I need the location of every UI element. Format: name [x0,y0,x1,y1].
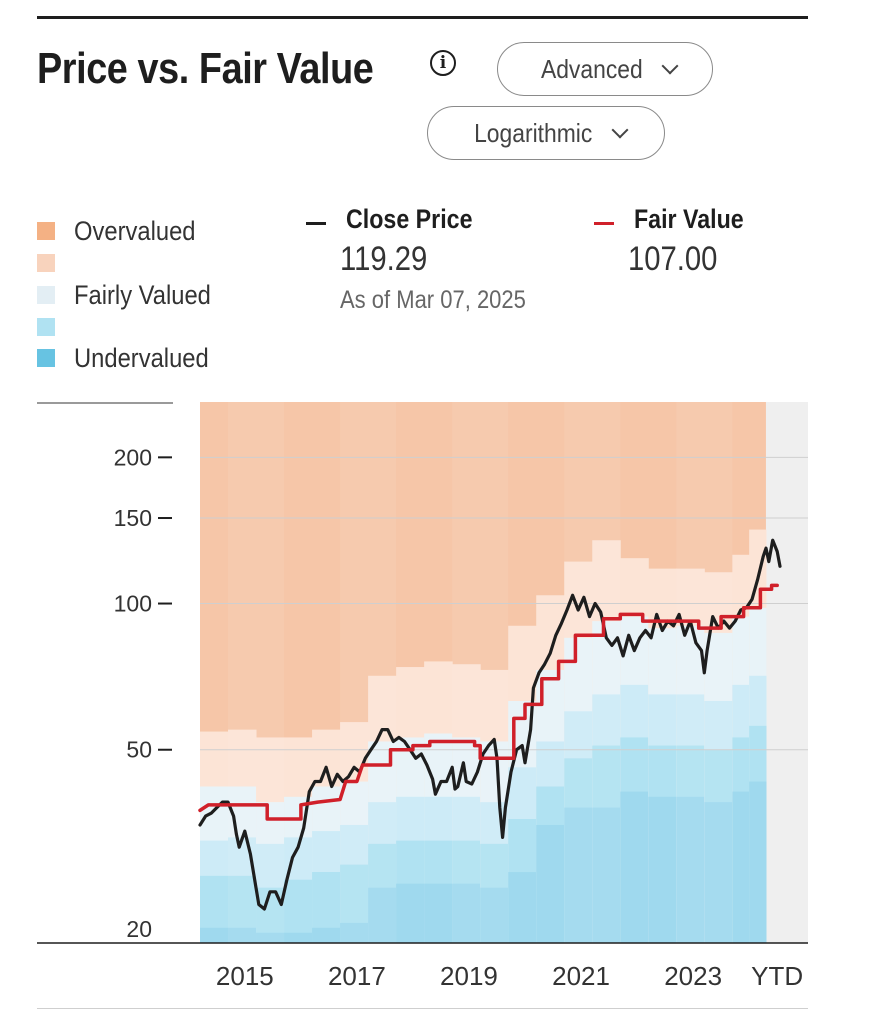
info-icon[interactable]: i [430,50,456,76]
x-tick-label: 2017 [328,961,386,991]
deep-undervalued-band [200,927,229,943]
scale-dropdown-label: Logarithmic [473,117,593,148]
deep-undervalued-band [256,932,285,943]
y-tick-label: 50 [126,737,152,763]
legend-item-undervalued: Undervalued [37,343,227,373]
deep-undervalued-band [592,807,621,943]
fair-value-legend-line [594,222,614,225]
deep-undervalued-band [732,791,750,943]
fair-value-label: Fair Value [634,204,744,234]
legend-label: Fairly Valued [74,279,211,310]
legend-swatch [37,286,55,304]
deep-undervalued-band [508,872,537,943]
year-shading [452,402,509,943]
deep-undervalued-band [564,807,593,943]
page-title: Price vs. Fair Value [37,44,374,93]
deep-undervalued-band [704,802,733,943]
legend-label: Overvalued [74,215,196,246]
close-price-legend-line [306,222,326,225]
legend-swatch [37,222,55,240]
deep-undervalued-band [396,883,425,943]
deep-undervalued-band [424,883,453,943]
advanced-button[interactable]: Advanced [497,42,713,96]
deep-undervalued-band [480,887,509,943]
legend-item-overvalued: Overvalued [37,216,212,246]
year-shading [340,402,397,943]
deep-undervalued-band [620,791,649,943]
advanced-button-label: Advanced [541,53,643,84]
deep-undervalued-band [749,781,767,943]
legend-item-low-fair [37,315,74,339]
y-tick-label: 200 [114,444,152,470]
fair-value-value: 107.00 [628,240,718,278]
ytd-region-background [765,402,808,943]
deep-undervalued-band [340,922,369,943]
legend-item-fairly-valued: Fairly Valued [37,280,230,310]
x-tick-label: 2015 [216,961,274,991]
close-price-line [198,538,782,911]
deep-undervalued-band [368,887,397,943]
deep-undervalued-band [648,796,677,943]
close-price-label: Close Price [346,204,473,234]
year-shading [228,402,285,943]
legend-label: Undervalued [74,342,209,373]
x-tick-label: 2021 [552,961,610,991]
y-tick-label: 100 [114,591,152,617]
scale-dropdown[interactable]: Logarithmic [427,106,665,160]
deep-undervalued-band [676,796,705,943]
bottom-rule [37,1008,808,1009]
legend-item-high-fair [37,251,74,275]
legend-swatch [37,318,55,336]
y-tick-label: 20 [126,916,152,942]
x-tick-label: 2019 [440,961,498,991]
x-tick-label: YTD [751,961,803,991]
undervalued-band [284,879,313,943]
deep-undervalued-band [228,927,257,943]
year-shading [564,402,621,943]
legend-swatch [37,254,55,272]
y-tick-label: 150 [114,505,152,531]
deep-undervalued-band [452,883,481,943]
deep-undervalued-band [312,927,341,943]
top-rule [37,16,808,19]
deep-undervalued-band [536,824,565,943]
x-tick-label: 2023 [664,961,722,991]
as-of-date: As of Mar 07, 2025 [340,286,526,314]
fair-value-line [198,583,779,821]
close-price-value: 119.29 [340,240,428,278]
deep-undervalued-band [284,932,313,943]
legend-swatch [37,349,55,367]
